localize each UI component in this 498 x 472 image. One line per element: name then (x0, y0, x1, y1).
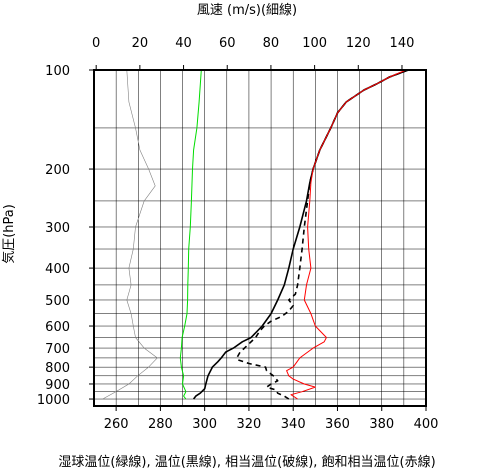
tick-label-left: 700 (45, 342, 70, 357)
tick-label-bottom: 320 (237, 417, 262, 432)
tick-label-left: 100 (45, 64, 70, 79)
series-line-風速 (102, 69, 158, 400)
tick-label-bottom: 260 (104, 417, 129, 432)
tick-label-top: 140 (390, 36, 415, 51)
tick-label-top: 80 (263, 36, 280, 51)
tick-label-left: 300 (45, 221, 70, 236)
tick-label-bottom: 380 (369, 417, 394, 432)
top-axis-title: 風速 (m/s)(細線) (197, 2, 297, 18)
tick-label-top: 40 (175, 36, 192, 51)
y-axis-title: 気圧(hPa) (1, 204, 17, 264)
series-line-温位 (192, 69, 409, 400)
tick-label-top: 60 (219, 36, 236, 51)
grid (94, 70, 426, 406)
tick-label-left: 900 (45, 378, 70, 393)
tick-label-left: 500 (45, 294, 70, 309)
tick-label-top: 120 (346, 36, 371, 51)
tick-label-bottom: 300 (192, 417, 217, 432)
series-layer (102, 69, 409, 400)
tick-label-left: 1000 (37, 393, 70, 408)
tick-label-top: 100 (302, 36, 327, 51)
tick-label-left: 600 (45, 320, 70, 335)
plot-frame (93, 69, 427, 407)
series-line-相当温位 (236, 69, 409, 400)
series-line-飽和相当温位 (286, 69, 407, 400)
ticks: 260 280 300 320 340 360 380 400 0 20 40 60 80 100 120 1… (37, 36, 439, 432)
tick-label-bottom: 400 (414, 417, 439, 432)
tick-label-bottom: 360 (325, 417, 350, 432)
tick-label-left: 400 (45, 262, 70, 277)
tick-label-left: 200 (45, 163, 70, 178)
tick-label-left: 800 (45, 361, 70, 376)
bottom-axis-title: 湿球温位(緑線), 温位(黒線), 相当温位(破線), 飽和相当温位(赤線) (58, 454, 435, 470)
tick-label-bottom: 280 (148, 417, 173, 432)
tick-label-top: 0 (92, 36, 100, 51)
tick-label-bottom: 340 (281, 417, 306, 432)
tick-label-top: 20 (132, 36, 149, 51)
series-line-湿球温位 (179, 69, 202, 400)
